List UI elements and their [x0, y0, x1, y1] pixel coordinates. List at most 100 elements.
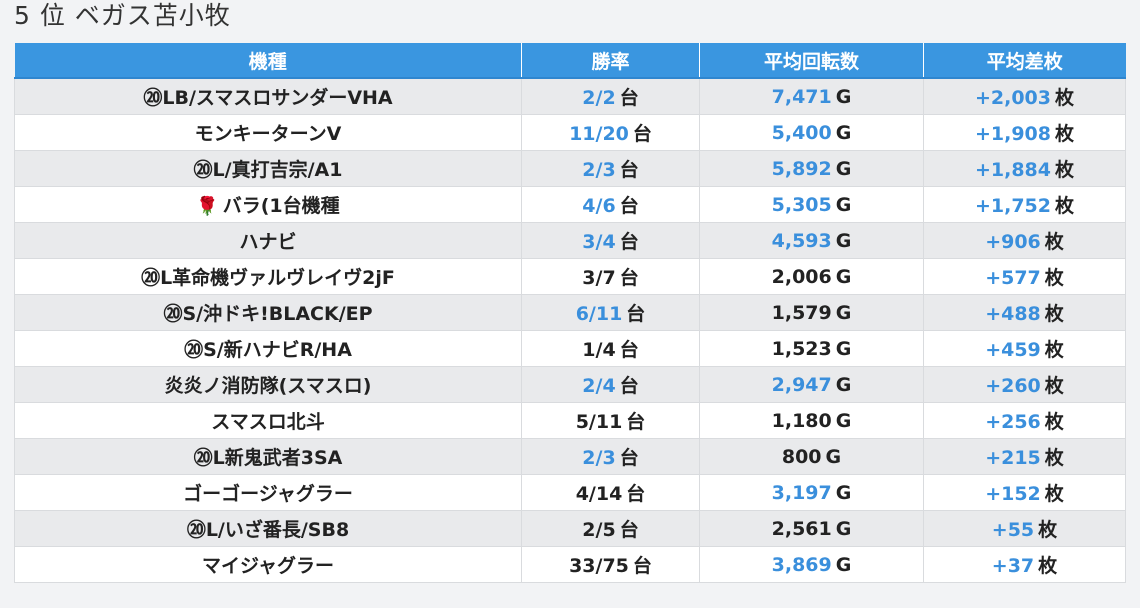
avg-spins-cell: 3,869 G — [699, 546, 924, 583]
machine-ranking-table: 機種 勝率 平均回転数 平均差枚 ⑳LB/スマスロサンダーVHA 2/2 台 7,47… — [14, 43, 1126, 583]
win-rate-cell: 1/4 台 — [521, 330, 700, 367]
win-rate-cell: 6/11 台 — [521, 294, 700, 331]
avg-diff-cell: +215 枚 — [923, 438, 1126, 475]
avg-spins-unit: G — [835, 265, 852, 288]
table-body: ⑳LB/スマスロサンダーVHA 2/2 台 7,471 G +2,003 枚モンキーターンV… — [14, 78, 1126, 583]
avg-diff-cell: +37 枚 — [923, 546, 1126, 583]
win-rate-value: 2/3 — [582, 447, 616, 469]
table-row: ゴーゴージャグラー 4/14 台 3,197 G +152 枚 — [14, 474, 1126, 511]
avg-spins-unit: G — [835, 337, 852, 360]
table-row: ⑳L/真打吉宗/A1 2/3 台 5,892 G +1,884 枚 — [14, 150, 1126, 187]
avg-diff-cell: +1,884 枚 — [923, 150, 1126, 187]
win-rate-value: 2/3 — [582, 159, 616, 181]
table-header-row: 機種 勝率 平均回転数 平均差枚 — [14, 43, 1126, 79]
win-rate-unit: 台 — [619, 339, 639, 361]
machine-name: マイジャグラー — [201, 555, 335, 577]
header-machine: 機種 — [14, 43, 522, 79]
machine-name: 炎炎ノ消防隊(スマスロ) — [164, 375, 372, 397]
machine-name: ⑳S/沖ドキ!BLACK/EP — [163, 303, 373, 325]
win-rate-value: 4/6 — [582, 195, 616, 217]
win-rate-value: 3/7 — [582, 267, 616, 289]
win-rate-value: 1/4 — [582, 339, 616, 361]
table-row: ⑳S/新ハナビR/HA 1/4 台 1,523 G +459 枚 — [14, 330, 1126, 367]
avg-spins-unit: G — [835, 301, 852, 324]
table-row: マイジャグラー 33/75 台 3,869 G +37 枚 — [14, 546, 1126, 583]
avg-spins-cell: 1,579 G — [699, 294, 924, 331]
avg-spins-cell: 7,471 G — [699, 78, 924, 115]
table-row: モンキーターンV 11/20 台 5,400 G +1,908 枚 — [14, 114, 1126, 151]
machine-name: ⑳S/新ハナビR/HA — [184, 339, 352, 361]
avg-spins-unit: G — [835, 409, 852, 432]
table-row: ⑳S/沖ドキ!BLACK/EP 6/11 台 1,579 G +488 枚 — [14, 294, 1126, 331]
win-rate-unit: 台 — [619, 267, 639, 289]
machine-name-cell: ゴーゴージャグラー — [14, 474, 522, 511]
table-row: 🌹 バラ(1台機種 4/6 台 5,305 G +1,752 枚 — [14, 186, 1126, 223]
win-rate-cell: 2/2 台 — [521, 78, 700, 115]
rose-icon: 🌹 — [196, 196, 219, 217]
machine-name: ⑳L/いざ番長/SB8 — [186, 519, 350, 541]
win-rate-unit: 台 — [619, 375, 639, 397]
win-rate-unit: 台 — [626, 483, 646, 505]
table-row: ハナビ 3/4 台 4,593 G +906 枚 — [14, 222, 1126, 259]
avg-spins-value: 5,400 — [771, 121, 832, 144]
avg-diff-unit: 枚 — [1038, 555, 1058, 577]
avg-diff-cell: +260 枚 — [923, 366, 1126, 403]
avg-diff-cell: +55 枚 — [923, 510, 1126, 547]
avg-diff-unit: 枚 — [1044, 267, 1064, 289]
machine-name-cell: モンキーターンV — [14, 114, 522, 151]
avg-diff-value: +55 — [991, 519, 1035, 541]
table-row: ⑳LB/スマスロサンダーVHA 2/2 台 7,471 G +2,003 枚 — [14, 78, 1126, 115]
win-rate-value: 2/5 — [582, 519, 616, 541]
avg-diff-value: +906 — [985, 231, 1041, 253]
avg-spins-unit: G — [835, 85, 852, 108]
machine-name: ⑳LB/スマスロサンダーVHA — [143, 87, 393, 109]
avg-spins-unit: G — [825, 445, 842, 468]
machine-name-cell: ハナビ — [14, 222, 522, 259]
avg-diff-unit: 枚 — [1044, 447, 1064, 469]
header-avg-diff: 平均差枚 — [923, 43, 1126, 79]
avg-diff-value: +260 — [985, 375, 1041, 397]
win-rate-cell: 2/5 台 — [521, 510, 700, 547]
table-row: ⑳L革命機ヴァルヴレイヴ2jF 3/7 台 2,006 G +577 枚 — [14, 258, 1126, 295]
avg-spins-cell: 2,561 G — [699, 510, 924, 547]
avg-diff-cell: +459 枚 — [923, 330, 1126, 367]
win-rate-value: 2/4 — [582, 375, 616, 397]
avg-diff-cell: +256 枚 — [923, 402, 1126, 439]
avg-diff-cell: +577 枚 — [923, 258, 1126, 295]
machine-name: ゴーゴージャグラー — [183, 483, 353, 505]
machine-name-cell: ⑳L/真打吉宗/A1 — [14, 150, 522, 187]
header-win-rate: 勝率 — [521, 43, 700, 79]
avg-diff-unit: 枚 — [1044, 411, 1064, 433]
win-rate-value: 33/75 — [569, 555, 629, 577]
win-rate-value: 3/4 — [582, 231, 616, 253]
header-avg-spins: 平均回転数 — [699, 43, 924, 79]
avg-spins-value: 5,892 — [771, 157, 832, 180]
machine-name: ⑳L/真打吉宗/A1 — [193, 159, 343, 181]
avg-diff-value: +459 — [985, 339, 1041, 361]
win-rate-unit: 台 — [619, 231, 639, 253]
avg-diff-cell: +1,752 枚 — [923, 186, 1126, 223]
machine-name-cell: 🌹 バラ(1台機種 — [14, 186, 522, 223]
avg-diff-value: +256 — [985, 411, 1041, 433]
avg-spins-cell: 3,197 G — [699, 474, 924, 511]
win-rate-unit: 台 — [619, 519, 639, 541]
machine-name-cell: マイジャグラー — [14, 546, 522, 583]
table-row: 炎炎ノ消防隊(スマスロ) 2/4 台 2,947 G +260 枚 — [14, 366, 1126, 403]
avg-diff-unit: 枚 — [1055, 87, 1075, 109]
win-rate-cell: 4/6 台 — [521, 186, 700, 223]
avg-spins-value: 1,180 — [771, 409, 832, 432]
avg-diff-value: +1,884 — [974, 159, 1051, 181]
win-rate-value: 5/11 — [575, 411, 623, 433]
win-rate-cell: 4/14 台 — [521, 474, 700, 511]
avg-diff-value: +488 — [985, 303, 1041, 325]
avg-diff-unit: 枚 — [1038, 519, 1058, 541]
win-rate-value: 6/11 — [575, 303, 623, 325]
win-rate-cell: 2/3 台 — [521, 150, 700, 187]
machine-name: ハナビ — [239, 231, 297, 253]
win-rate-value: 2/2 — [582, 87, 616, 109]
machine-name-cell: ⑳LB/スマスロサンダーVHA — [14, 78, 522, 115]
machine-name-cell: ⑳L/いざ番長/SB8 — [14, 510, 522, 547]
win-rate-cell: 2/3 台 — [521, 438, 700, 475]
avg-spins-cell: 1,180 G — [699, 402, 924, 439]
